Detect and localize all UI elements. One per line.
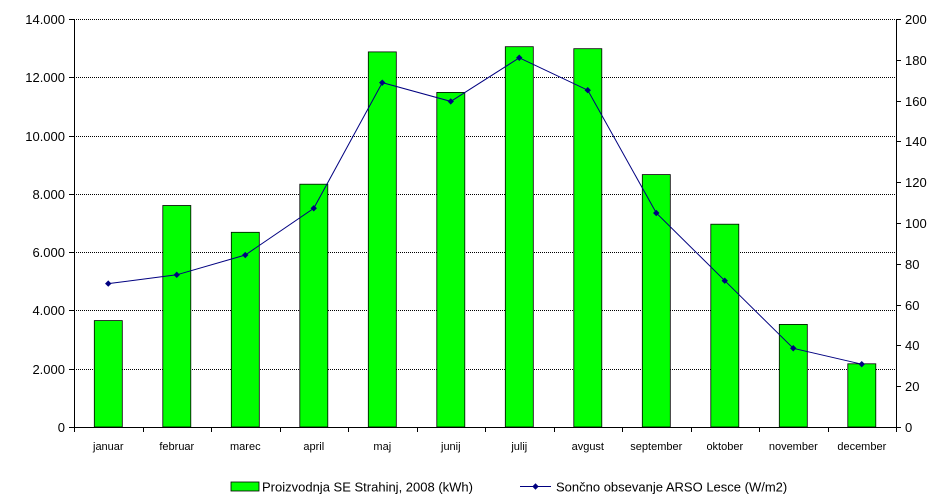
line-point: [105, 280, 112, 287]
bar: [847, 363, 877, 428]
left-tick-label: 10.000: [25, 129, 65, 144]
right-tick-label: 180: [905, 53, 927, 68]
right-tick-label: 100: [905, 216, 927, 231]
bar: [710, 223, 740, 428]
right-tick-label: 140: [905, 134, 927, 149]
category-label: julij: [510, 441, 527, 453]
bar: [162, 205, 192, 428]
category-label: junij: [440, 441, 461, 453]
legend: Proizvodnja SE Strahinj, 2008 (kWh) Sonč…: [230, 480, 787, 495]
category-label: oktober: [706, 441, 743, 453]
bar: [230, 231, 260, 428]
right-tick-label: 60: [905, 298, 919, 313]
legend-bar-swatch: [230, 481, 260, 492]
gridlines: [74, 19, 896, 370]
line-point: [379, 79, 386, 86]
line-point: [721, 277, 728, 284]
category-label: avgust: [572, 441, 604, 453]
left-tick-label: 8.000: [32, 187, 65, 202]
category-label: maj: [373, 441, 391, 453]
bar: [573, 48, 603, 428]
category-label: januar: [92, 441, 124, 453]
right-tick-label: 120: [905, 175, 927, 190]
left-tick-label: 2.000: [32, 362, 65, 377]
axes: [74, 19, 897, 432]
left-tick-label: 6.000: [32, 245, 65, 260]
line-point: [790, 345, 797, 352]
category-labels: januar februar marec april maj junij julij avgu…: [92, 441, 887, 453]
line-point: [310, 205, 317, 212]
bar: [504, 46, 534, 428]
line-point: [242, 251, 249, 259]
left-tick-label: 4.000: [32, 303, 65, 318]
line-point: [653, 209, 660, 217]
left-tick-label: 0: [58, 420, 65, 435]
right-tick-label: 80: [905, 257, 919, 272]
bar: [299, 183, 329, 428]
right-axis-ticks: 0 20 40 60 80 100 120 140 160 180 200: [896, 12, 927, 435]
right-tick-label: 160: [905, 94, 927, 109]
line-point: [584, 86, 591, 94]
left-tick-label: 14.000: [25, 12, 65, 27]
bar: [778, 323, 808, 428]
left-axis-ticks: 0 2.000 4.000 6.000 8.000 10.000 12.000 14.000: [25, 12, 74, 435]
category-label: december: [837, 441, 886, 453]
category-label: februar: [159, 441, 194, 453]
bar: [93, 320, 123, 428]
category-label: november: [769, 441, 818, 453]
bar-series: [93, 46, 877, 428]
category-label: marec: [230, 441, 261, 453]
series-line: [108, 57, 862, 365]
left-tick-label: 12.000: [25, 70, 65, 85]
bar: [436, 92, 466, 428]
bar: [367, 51, 397, 428]
right-tick-label: 20: [905, 379, 919, 394]
right-tick-label: 200: [905, 12, 927, 27]
right-tick-label: 40: [905, 338, 919, 353]
legend-bar-label: Proizvodnja SE Strahinj, 2008 (kWh): [262, 480, 473, 495]
legend-line-label: Sončno obsevanje ARSO Lesce (W/m2): [556, 480, 787, 495]
line-point: [516, 54, 523, 61]
category-label: september: [630, 441, 682, 453]
line-point: [447, 98, 454, 105]
category-label: april: [303, 441, 324, 453]
line-point: [858, 360, 865, 368]
line-point: [173, 271, 180, 279]
legend-line-marker: [532, 483, 539, 490]
right-tick-label: 0: [905, 420, 912, 435]
line-series: [105, 54, 865, 368]
